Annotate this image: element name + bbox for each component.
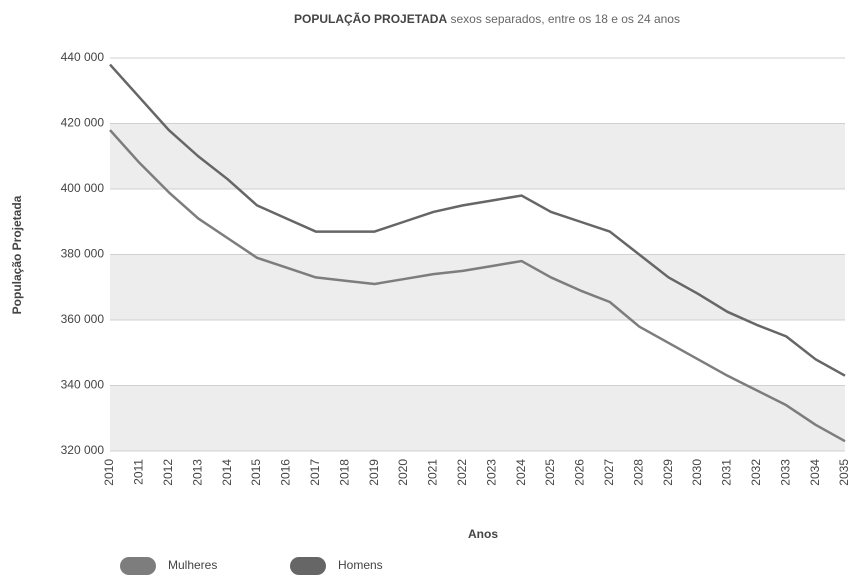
legend-label: Homens	[338, 558, 383, 572]
grid-band	[110, 123, 845, 189]
legend-swatch	[120, 557, 156, 575]
y-tick-label: 420 000	[61, 116, 105, 130]
x-tick-label: 2029	[661, 459, 675, 486]
x-tick-label: 2030	[690, 459, 704, 486]
x-tick-label: 2022	[455, 459, 469, 486]
legend-label: Mulheres	[168, 558, 217, 572]
y-tick-label: 340 000	[61, 378, 105, 392]
x-tick-label: 2011	[132, 459, 146, 485]
x-tick-label: 2020	[396, 459, 410, 486]
x-tick-label: 2033	[778, 459, 792, 486]
chart-subtitle: sexos separados, entre os 18 e os 24 ano…	[450, 12, 679, 26]
y-tick-label: 320 000	[61, 443, 105, 457]
y-tick-label: 380 000	[61, 247, 105, 261]
x-tick-label: 2032	[749, 459, 763, 486]
y-tick-label: 440 000	[61, 50, 105, 64]
x-tick-label: 2034	[808, 459, 822, 486]
x-tick-label: 2019	[367, 459, 381, 486]
chart-title: POPULAÇÃO PROJETADA	[294, 11, 447, 26]
x-tick-label: 2014	[220, 459, 234, 486]
x-tick-label: 2018	[337, 459, 351, 486]
chart-heading: POPULAÇÃO PROJETADA sexos separados, ent…	[294, 11, 680, 26]
x-tick-label: 2012	[161, 459, 175, 486]
x-tick-label: 2021	[426, 459, 440, 486]
x-tick-label: 2035	[837, 459, 851, 486]
x-tick-label: 2027	[602, 459, 616, 486]
y-tick-label: 400 000	[61, 181, 105, 195]
x-tick-label: 2016	[279, 459, 293, 486]
x-tick-label: 2023	[484, 459, 498, 486]
x-tick-label: 2013	[190, 459, 204, 486]
x-tick-label: 2024	[514, 459, 528, 486]
line-series	[109, 63, 846, 377]
line-series	[109, 129, 846, 443]
x-tick-label: 2028	[631, 459, 645, 486]
y-tick-label: 360 000	[61, 312, 105, 326]
x-tick-label: 2026	[573, 459, 587, 486]
x-tick-label: 2015	[249, 459, 263, 486]
y-axis-label: População Projetada	[10, 195, 24, 314]
x-tick-label: 2025	[543, 459, 557, 486]
grid-band	[110, 254, 845, 320]
grid-band	[110, 385, 845, 451]
legend-swatch	[290, 557, 326, 575]
x-tick-label: 2010	[102, 459, 116, 486]
x-tick-label: 2031	[720, 459, 734, 486]
x-axis-label: Anos	[468, 527, 498, 541]
x-tick-label: 2017	[308, 459, 322, 486]
